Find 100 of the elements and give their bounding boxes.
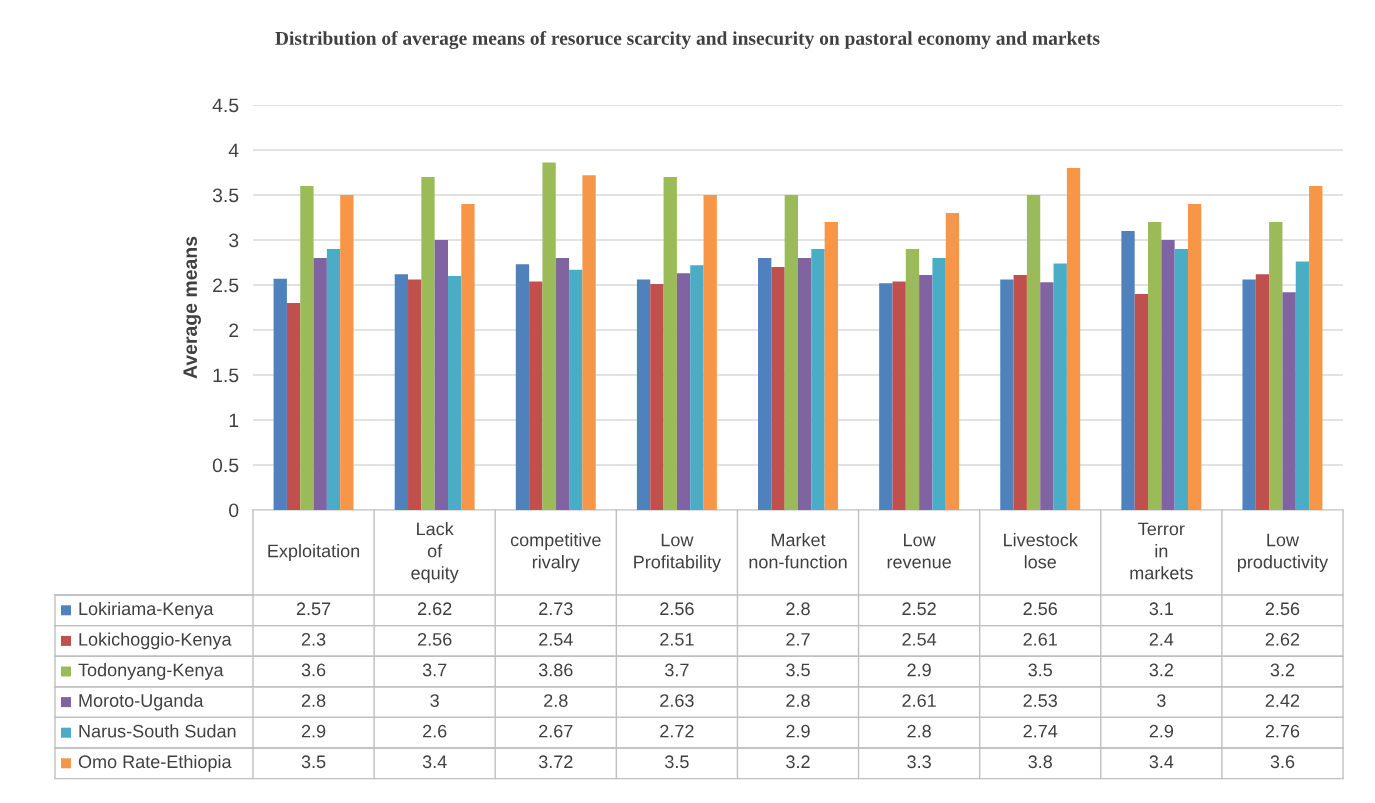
bar: [340, 195, 354, 510]
bar: [1309, 186, 1323, 510]
legend-label: Lokichoggio-Kenya: [79, 632, 232, 650]
bar: [529, 281, 543, 510]
data-label: 2.3: [301, 632, 326, 646]
bar: [542, 162, 556, 510]
y-tick-label: 3.5: [212, 188, 239, 203]
data-label: 2.54: [539, 632, 573, 646]
bar: [555, 258, 570, 510]
legend-label: Narus-South Sudan: [79, 724, 236, 738]
bar: [286, 303, 301, 510]
data-label: 2.62: [1265, 632, 1300, 646]
data-label: 3.1: [1149, 602, 1173, 616]
data-label: 3.5: [301, 755, 326, 769]
data-label: 2.61: [902, 694, 936, 707]
x-tick-label: Terror in markets: [1130, 522, 1193, 580]
data-label: 2.4: [1149, 632, 1174, 646]
data-label: 2.67: [539, 724, 573, 738]
data-label: 3.2: [1149, 663, 1173, 677]
y-tick-label: 1: [229, 413, 239, 428]
bar: [1040, 282, 1054, 510]
data-label: 2.9: [301, 724, 326, 738]
data-label: 2.51: [660, 632, 694, 646]
data-label: 2.52: [902, 602, 936, 616]
data-label: 3.5: [665, 755, 689, 769]
x-tick-label: Low productivity: [1237, 533, 1329, 572]
bar: [326, 249, 341, 510]
data-label: 2.53: [1023, 694, 1057, 707]
data-label: 2.56: [660, 602, 694, 616]
data-label: 3.72: [538, 755, 573, 769]
data-label: 2.74: [1023, 724, 1058, 738]
data-label: 3.5: [1028, 663, 1053, 677]
bar: [1242, 279, 1256, 510]
data-label: 2.56: [1023, 602, 1057, 616]
bar: [1187, 204, 1202, 510]
bar: [1295, 261, 1310, 510]
x-tick-label: Lack of equity: [411, 522, 459, 583]
legend-label: Omo Rate-Ethiopia: [78, 754, 232, 772]
bar: [784, 195, 798, 510]
bar: [771, 267, 785, 510]
bar: [798, 258, 812, 510]
data-label: 3.3: [907, 755, 931, 769]
data-label: 3.2: [786, 755, 810, 769]
bar: [1255, 274, 1270, 510]
x-tick-label: Low Profitability: [634, 533, 722, 572]
bar: [461, 204, 475, 510]
data-label: 2.8: [301, 694, 326, 707]
bar: [1013, 275, 1027, 510]
bar: [1053, 263, 1067, 510]
y-tick-label: 0.5: [212, 458, 239, 473]
bar: [421, 177, 435, 510]
bar: [273, 278, 287, 510]
bar: [650, 284, 664, 510]
data-label: 2.57: [296, 602, 331, 616]
legend-label: Lokiriama-Kenya: [79, 601, 214, 619]
bar: [1148, 222, 1162, 510]
x-tick-label: Low revenue: [887, 533, 951, 569]
bar: [1026, 195, 1041, 510]
data-label: 2.8: [907, 724, 931, 738]
bar: [892, 281, 906, 510]
bar: [1066, 168, 1081, 510]
bar: [408, 279, 422, 510]
y-tick-label: 0: [229, 503, 239, 518]
bar: [300, 186, 314, 510]
data-label: 2.56: [418, 632, 452, 646]
bar: [569, 269, 583, 510]
data-label: 3.7: [665, 663, 689, 677]
y-tick-label: 4.5: [212, 98, 239, 113]
bar: [1269, 222, 1283, 510]
bar: [676, 273, 691, 510]
bar: [636, 279, 651, 510]
y-tick-label: 2: [229, 323, 239, 338]
data-label: 3.5: [786, 663, 810, 677]
data-label: 2.72: [660, 724, 694, 738]
bar: [1161, 240, 1175, 510]
bar: [447, 276, 462, 510]
bar: [582, 175, 596, 510]
data-label: 3.4: [1149, 755, 1174, 769]
x-tick-label: Livestock lose: [1004, 533, 1078, 569]
legend-label: Todonyang-Kenya: [78, 663, 224, 680]
data-label: 2.8: [786, 602, 810, 616]
data-label: 3.8: [1028, 755, 1052, 769]
data-label: 3.86: [538, 663, 573, 677]
data-label: 2.9: [907, 663, 931, 677]
y-tick-label: 2.5: [213, 278, 239, 293]
bar: [905, 249, 920, 510]
bar: [690, 265, 704, 510]
data-label: 2.8: [786, 694, 810, 707]
y-tick-label: 1.5: [213, 368, 239, 383]
data-label: 2.61: [1023, 632, 1057, 646]
data-label: 2.62: [418, 602, 452, 616]
y-axis-title: Average means: [183, 236, 201, 379]
data-label: 3.2: [1270, 663, 1295, 677]
bar: [1000, 279, 1014, 510]
bar: [1174, 249, 1188, 510]
data-label: 2.9: [786, 724, 810, 738]
data-label: 2.56: [1265, 602, 1300, 616]
bar: [919, 275, 933, 510]
bar: [394, 274, 409, 510]
data-label: 2.8: [544, 694, 568, 707]
